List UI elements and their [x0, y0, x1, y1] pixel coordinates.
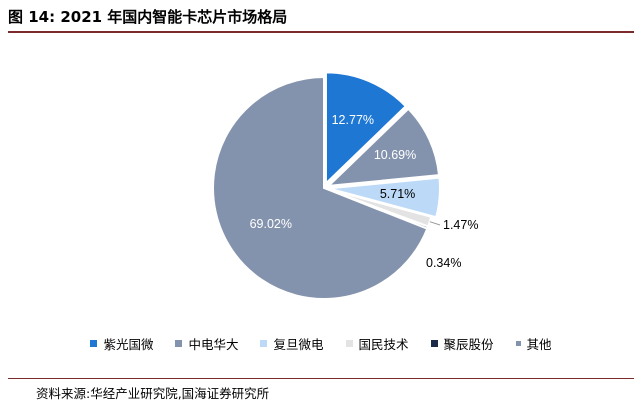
legend-label-2: 中电华大 [188, 336, 239, 352]
legend-item-6: 其他 [515, 334, 552, 353]
source-note: 资料来源:华经产业研究院,国海证券研究所 [36, 386, 270, 401]
legend-swatch-3 [260, 339, 268, 347]
legend-item-4: 国民技术 [345, 334, 409, 353]
figure-title: 图 14: 2021 年国内智能卡芯片市场格局 [8, 8, 288, 26]
legend-label-6: 其他 [526, 336, 552, 352]
slice-label-1: 12.77% [332, 113, 374, 127]
leader-line-4 [429, 221, 441, 226]
legend-label-3: 复旦微电 [273, 336, 324, 352]
legend-item-1: 紫光国微 [90, 334, 153, 353]
legend-label-1: 紫光国微 [103, 336, 154, 352]
slice-label-5: 0.34% [426, 256, 461, 270]
legend-label-5: 聚辰股份 [443, 336, 494, 352]
legend-item-5: 聚辰股份 [430, 334, 494, 353]
legend-swatch-5 [430, 339, 438, 347]
legend-swatch-6 [515, 340, 521, 346]
slice-label-6: 69.02% [250, 217, 292, 231]
legend-item-2: 中电华大 [175, 334, 238, 353]
slice-label-3: 5.71% [380, 187, 415, 201]
legend-label-4: 国民技术 [358, 336, 409, 352]
slice-label-2: 10.69% [374, 148, 416, 162]
legend-swatch-1 [90, 339, 98, 347]
legend-swatch-2 [175, 339, 183, 347]
legend-item-3: 复旦微电 [260, 334, 324, 353]
title-rule [8, 31, 634, 33]
legend-swatch-4 [345, 339, 353, 347]
chart-legend: 紫光国微 中电华大 复旦微电 国民技术 聚辰股份 其他 [0, 333, 642, 353]
pie-slice-6 [212, 75, 429, 300]
pie-slice-2 [325, 107, 441, 188]
source-rule [8, 378, 634, 379]
pie-slice-1 [324, 71, 408, 186]
pie-slice-3 [328, 176, 441, 219]
pie-chart: 12.77% 10.69% 5.71% 1.47% 0.34% 69.02% [212, 71, 478, 300]
slice-label-4: 1.47% [443, 218, 478, 232]
